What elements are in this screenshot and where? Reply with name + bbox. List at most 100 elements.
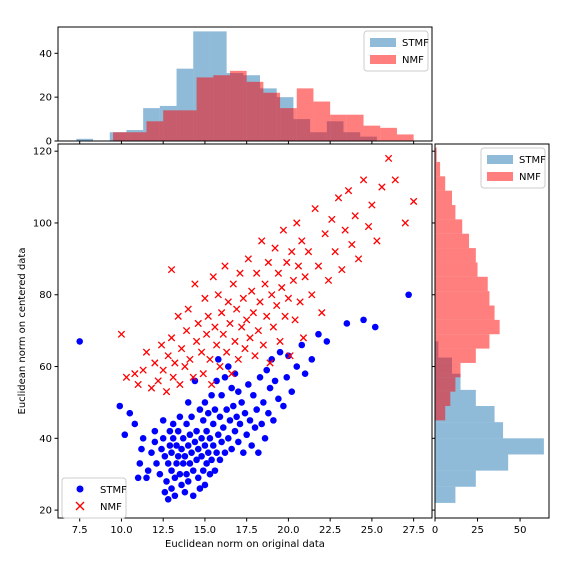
point-x: [241, 344, 249, 353]
point-circle: [76, 338, 84, 345]
point-circle: [213, 377, 220, 385]
x-tick-label: 20.0: [277, 525, 299, 536]
point-circle: [174, 452, 182, 460]
point-circle: [153, 460, 160, 467]
point-circle: [143, 474, 150, 482]
point-x: [181, 362, 189, 371]
point-circle: [214, 431, 222, 439]
point-circle: [204, 449, 212, 456]
point-circle: [184, 442, 192, 449]
point-x: [231, 337, 239, 346]
point-circle: [218, 391, 225, 399]
point-circle: [188, 413, 195, 421]
histogram-bar: [435, 334, 490, 349]
point-x: [212, 341, 221, 349]
point-circle: [228, 445, 235, 453]
point-circle: [231, 427, 239, 435]
point-x: [139, 366, 147, 374]
legend-label-nmf: NMF: [402, 55, 424, 66]
point-x: [239, 294, 247, 302]
point-x: [206, 355, 214, 364]
point-circle: [265, 409, 272, 417]
point-x: [189, 373, 197, 381]
point-circle: [116, 402, 124, 410]
point-x: [293, 219, 301, 227]
point-circle: [184, 478, 192, 485]
point-x: [167, 265, 176, 274]
point-x: [162, 387, 171, 396]
histogram-bar: [435, 470, 476, 487]
point-x: [164, 352, 172, 360]
histogram-bar: [435, 291, 490, 306]
point-circle: [134, 474, 142, 482]
point-x: [174, 312, 182, 320]
histogram-bar: [435, 161, 441, 177]
point-circle: [186, 460, 194, 467]
point-circle: [194, 445, 202, 453]
point-circle: [198, 435, 205, 442]
point-circle: [168, 485, 175, 492]
legend-item-nmf: NMF: [487, 172, 541, 183]
point-circle: [221, 374, 229, 381]
point-x: [254, 326, 263, 335]
x-tick-label: 25.0: [361, 525, 383, 536]
histogram-bar: [263, 92, 281, 141]
point-x: [391, 176, 399, 184]
legend-swatch-stmf: [370, 38, 396, 47]
point-circle: [166, 427, 174, 435]
histogram-series-nmf: [435, 147, 500, 421]
point-circle: [208, 456, 215, 464]
point-x: [246, 334, 254, 342]
legend-label-stmf: STMF: [519, 155, 546, 166]
point-x: [184, 305, 192, 313]
point-x: [301, 273, 309, 281]
x-tick-label: 25: [471, 525, 484, 536]
point-circle: [275, 395, 282, 403]
point-x: [354, 255, 363, 263]
point-x: [217, 309, 226, 317]
point-x: [211, 323, 219, 331]
point-x: [276, 337, 284, 346]
histogram-bar: [435, 190, 453, 206]
histogram-bar: [163, 110, 180, 141]
point-circle: [178, 445, 185, 453]
x-tick-label: 50: [514, 525, 527, 536]
point-x: [351, 212, 359, 220]
histogram-bar: [435, 377, 456, 392]
point-x: [224, 298, 232, 306]
point-circle: [214, 356, 222, 363]
point-x: [263, 312, 271, 320]
point-x: [271, 244, 279, 252]
point-x: [341, 226, 349, 234]
point-circle: [156, 470, 164, 478]
y-tick-label: 100: [33, 218, 52, 229]
point-circle: [298, 341, 306, 349]
point-circle: [233, 413, 240, 421]
point-circle: [184, 399, 192, 406]
point-circle: [189, 467, 197, 474]
point-circle: [164, 496, 172, 503]
x-tick-label: 0: [432, 525, 438, 536]
point-circle: [308, 356, 316, 363]
point-circle: [266, 384, 274, 392]
point-circle: [253, 406, 260, 413]
point-x: [359, 176, 368, 184]
histogram-bar: [213, 75, 230, 141]
histogram-bar: [435, 422, 504, 439]
point-x: [226, 319, 234, 328]
point-circle: [211, 467, 219, 474]
point-x: [234, 355, 242, 364]
histogram-bar: [435, 319, 500, 335]
point-circle: [151, 427, 159, 435]
point-x: [142, 348, 151, 356]
legend-swatch-nmf: [487, 172, 513, 181]
point-x: [273, 301, 281, 310]
point-x: [176, 380, 184, 389]
point-circle: [139, 435, 147, 442]
histogram-bar: [363, 125, 381, 141]
point-x: [324, 276, 333, 285]
point-circle: [181, 452, 189, 460]
point-circle: [171, 492, 179, 500]
point-circle: [248, 442, 255, 449]
point-x: [157, 341, 166, 349]
